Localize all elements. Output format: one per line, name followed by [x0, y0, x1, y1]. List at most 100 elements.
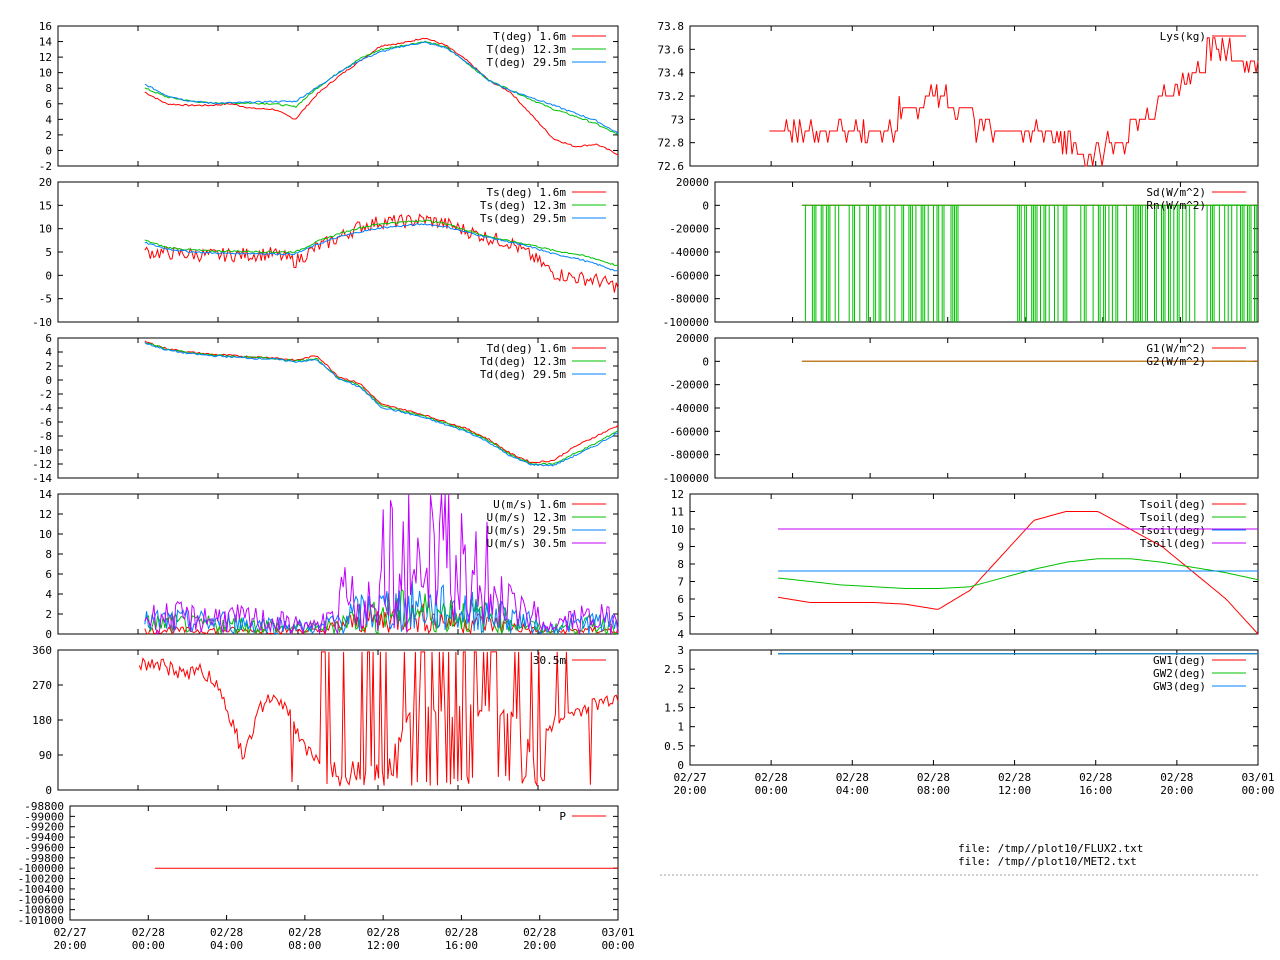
y-tick-label: -2 [39, 388, 52, 401]
x-tick-label-time: 00:00 [601, 939, 634, 952]
legend-label: Lys(kg) [1160, 30, 1206, 43]
y-tick-label: 6 [45, 332, 52, 345]
y-tick-label: 2 [45, 608, 52, 621]
y-tick-label: -101000 [18, 914, 64, 927]
series-line-3 [144, 223, 618, 272]
y-tick-label: 73.8 [658, 20, 685, 33]
y-tick-label: -5 [39, 293, 52, 306]
y-tick-label: 14 [39, 36, 53, 49]
plot-frame [69, 805, 619, 921]
y-tick-label: 15 [39, 199, 52, 212]
x-tick-label-date: 02/28 [210, 926, 243, 939]
y-tick-label: -14 [32, 472, 52, 485]
y-tick-label: -6 [39, 416, 52, 429]
y-tick-label: 0 [677, 759, 684, 772]
y-tick-label: 20 [39, 176, 52, 189]
x-tick-label-time: 04:00 [836, 784, 869, 797]
series-line-2 [777, 558, 1259, 589]
chart-panel-7: 72.6 72.8 73 73.2 73.4 73.6 73.8 Lys(kg) [658, 20, 1259, 173]
legend-label: Tsoil(deg) [1140, 498, 1206, 511]
x-tick-label-time: 00:00 [132, 939, 165, 952]
y-tick-label: 12 [671, 488, 684, 501]
y-tick-label: 2 [45, 129, 52, 142]
y-tick-label: 10 [39, 223, 52, 236]
series-line-1 [144, 340, 619, 464]
y-tick-label: -40000 [669, 402, 709, 415]
y-tick-label: 0 [45, 144, 52, 157]
x-tick-label-date: 02/28 [836, 771, 869, 784]
series-line-1 [769, 37, 1259, 167]
y-tick-label: 4 [677, 628, 684, 641]
y-tick-label: -12 [32, 458, 52, 471]
chart-panel-6: -101000-100800-100600-100400-100200-1000… [18, 800, 635, 952]
y-tick-label: 0 [702, 199, 709, 212]
y-tick-label: -40000 [669, 246, 709, 259]
legend-label: GW1(deg) [1153, 654, 1206, 667]
legend-label: Tsoil(deg) [1140, 524, 1206, 537]
y-tick-label: -20000 [669, 379, 709, 392]
y-tick-label: 0 [702, 355, 709, 368]
legend-label: T(deg) 29.5m [487, 56, 567, 69]
legend-label: G1(W/m^2) [1146, 342, 1206, 355]
y-tick-label: 8 [45, 548, 52, 561]
file-labels: file: /tmp//plot10/FLUX2.txt file: /tmp/… [958, 842, 1143, 868]
x-tick-label-date: 02/28 [288, 926, 321, 939]
legend-label: U(m/s) 30.5m [487, 537, 567, 550]
y-tick-label: 5 [45, 246, 52, 259]
x-tick-label-date: 02/28 [523, 926, 556, 939]
y-tick-label: 180 [32, 714, 52, 727]
legend-label: Ts(deg) 29.5m [480, 212, 566, 225]
x-tick-label-time: 16:00 [1079, 784, 1112, 797]
x-tick-label-date: 02/28 [132, 926, 165, 939]
y-tick-label: 270 [32, 679, 52, 692]
x-tick-label-time: 20:00 [1160, 784, 1193, 797]
y-tick-label: 7 [677, 576, 684, 589]
x-tick-label-date: 02/27 [53, 926, 86, 939]
y-tick-label: 12 [39, 51, 52, 64]
series-line-1 [777, 511, 1259, 635]
x-tick-label-date: 02/28 [998, 771, 1031, 784]
y-tick-label: 2 [677, 682, 684, 695]
y-tick-label: 0 [45, 628, 52, 641]
y-tick-label: -100000 [663, 472, 709, 485]
y-tick-label: -80000 [669, 293, 709, 306]
y-tick-label: 90 [39, 749, 52, 762]
y-tick-label: -100400 [18, 883, 64, 896]
series-line-2 [801, 204, 1258, 322]
x-tick-label-date: 02/27 [673, 771, 706, 784]
chart-panel-8: -100000 -80000 -60000 -40000 -20000 0 20000 Sd(… [663, 176, 1259, 329]
legend-label: Ts(deg) 1.6m [487, 186, 567, 199]
y-tick-label: 0.5 [664, 740, 684, 753]
series-line-1 [138, 651, 619, 787]
y-tick-label: 0 [45, 374, 52, 387]
series-line-2 [144, 219, 619, 267]
chart-panel-1: -2 0 2 4 6 8 10 12 14 16 T(deg) 1.6mT(deg) 12.3mT(… [39, 20, 619, 173]
y-tick-label: -100000 [18, 862, 64, 875]
legend-label: Rn(W/m^2) [1146, 199, 1206, 212]
y-tick-label: 73.4 [658, 67, 685, 80]
chart-panel-11: 00.511.522.5302/2720:0002/2800:0002/2804… [664, 644, 1274, 797]
y-tick-label: 8 [677, 558, 684, 571]
legend-label: T(deg) 12.3m [487, 43, 567, 56]
y-tick-label: 14 [39, 488, 53, 501]
y-tick-label: 2 [45, 360, 52, 373]
file-label-flux: file: /tmp//plot10/FLUX2.txt [958, 842, 1143, 855]
series-line-1 [144, 213, 619, 293]
x-tick-label-time: 00:00 [1241, 784, 1274, 797]
x-tick-label-date: 02/28 [755, 771, 788, 784]
series-line-2 [144, 40, 619, 135]
y-tick-label: 73 [671, 113, 684, 126]
legend-label: Td(deg) 12.3m [480, 355, 566, 368]
chart-panel-5: 0 90 180 270 360 30.5m [32, 644, 619, 797]
chart-panel-10: 456789101112Tsoil(deg)Tsoil(deg)Tsoil(de… [671, 488, 1259, 641]
x-tick-label-time: 20:00 [523, 939, 556, 952]
y-tick-label: -99600 [24, 841, 64, 854]
chart-panel-9: -100000 -80000 -60000 -40000 -20000 0 20000 G1(… [663, 332, 1259, 485]
legend-label: T(deg) 1.6m [493, 30, 566, 43]
legend-label: Sd(W/m^2) [1146, 186, 1206, 199]
y-tick-label: 73.2 [658, 90, 685, 103]
y-tick-label: 6 [45, 98, 52, 111]
